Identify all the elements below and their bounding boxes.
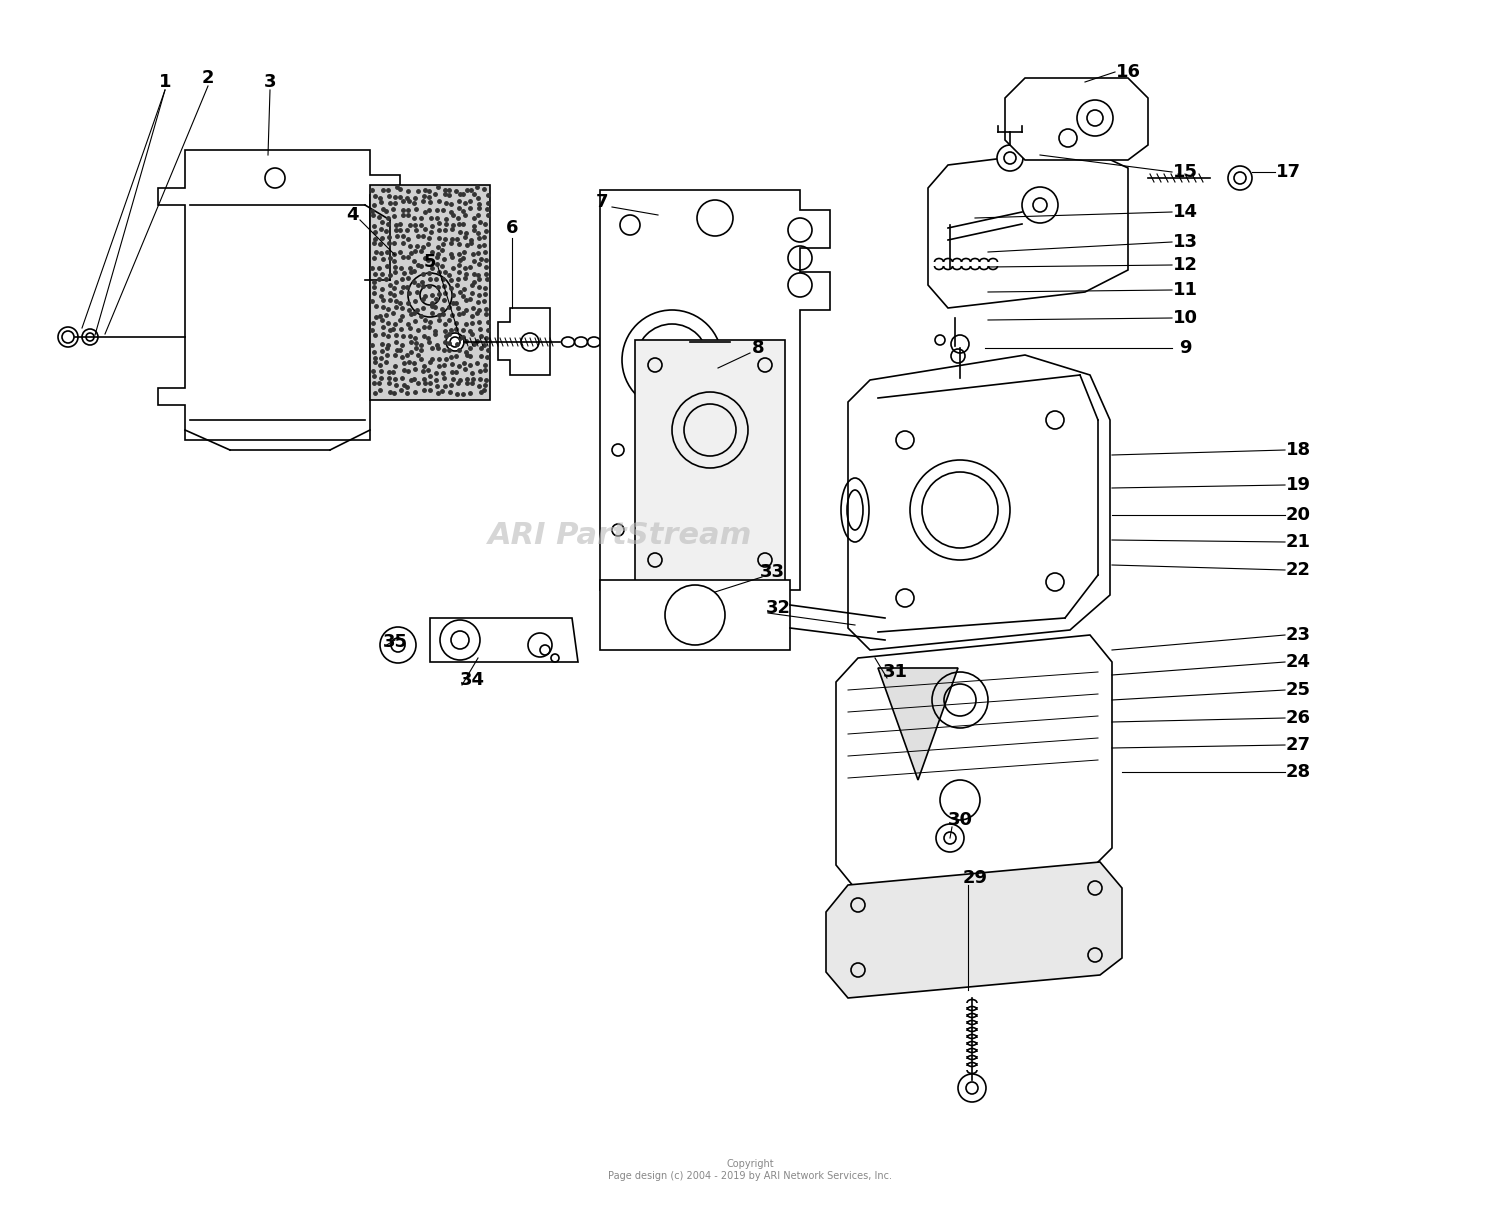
Text: 27: 27 [1286,736,1311,754]
Polygon shape [158,150,401,440]
Text: 17: 17 [1275,163,1300,181]
Polygon shape [847,355,1110,650]
Polygon shape [498,308,550,374]
Circle shape [58,327,78,347]
Text: 6: 6 [506,219,519,237]
Circle shape [951,335,969,353]
Circle shape [408,273,452,316]
Polygon shape [827,863,1122,998]
Text: 7: 7 [596,193,609,211]
Circle shape [266,168,285,188]
Circle shape [998,145,1023,172]
Text: 19: 19 [1286,476,1311,494]
Text: 30: 30 [948,811,972,829]
Polygon shape [878,668,959,780]
Text: 10: 10 [1173,309,1197,327]
Text: 33: 33 [759,563,784,581]
Text: 8: 8 [752,339,765,358]
Circle shape [380,627,416,663]
Circle shape [82,329,98,345]
Text: 34: 34 [459,670,484,689]
Text: 24: 24 [1286,654,1311,670]
Polygon shape [634,339,784,585]
Text: Copyright
Page design (c) 2004 - 2019 by ARI Network Services, Inc.: Copyright Page design (c) 2004 - 2019 by… [608,1160,892,1180]
Text: 3: 3 [264,72,276,91]
Text: 29: 29 [963,869,987,887]
Bar [370,185,490,400]
Text: 28: 28 [1286,763,1311,782]
Polygon shape [928,149,1128,308]
Text: 21: 21 [1286,533,1311,551]
Text: 35: 35 [382,633,408,651]
Text: 22: 22 [1286,561,1311,579]
Polygon shape [1005,79,1148,159]
Circle shape [958,1074,986,1102]
Text: 16: 16 [1116,63,1140,81]
Circle shape [936,824,964,852]
Polygon shape [600,580,790,650]
Text: 23: 23 [1286,626,1311,644]
Text: 18: 18 [1286,441,1311,459]
Text: 32: 32 [765,599,790,617]
Text: 26: 26 [1286,709,1311,727]
Text: 13: 13 [1173,233,1197,251]
Text: 2: 2 [201,69,214,87]
Circle shape [446,333,464,352]
Text: 11: 11 [1173,281,1197,300]
Text: 15: 15 [1173,163,1197,181]
Text: 25: 25 [1286,681,1311,699]
Polygon shape [430,618,578,662]
Text: 12: 12 [1173,256,1197,274]
Text: 9: 9 [1179,339,1191,358]
Polygon shape [836,635,1112,892]
Circle shape [1228,165,1252,190]
Polygon shape [600,190,830,590]
Text: 4: 4 [345,207,358,223]
Text: 31: 31 [882,663,908,681]
Text: 14: 14 [1173,203,1197,221]
Text: 5: 5 [423,252,436,271]
Text: 20: 20 [1286,506,1311,524]
Text: ARI PartStream: ARI PartStream [488,521,752,550]
Text: 1: 1 [159,72,171,91]
